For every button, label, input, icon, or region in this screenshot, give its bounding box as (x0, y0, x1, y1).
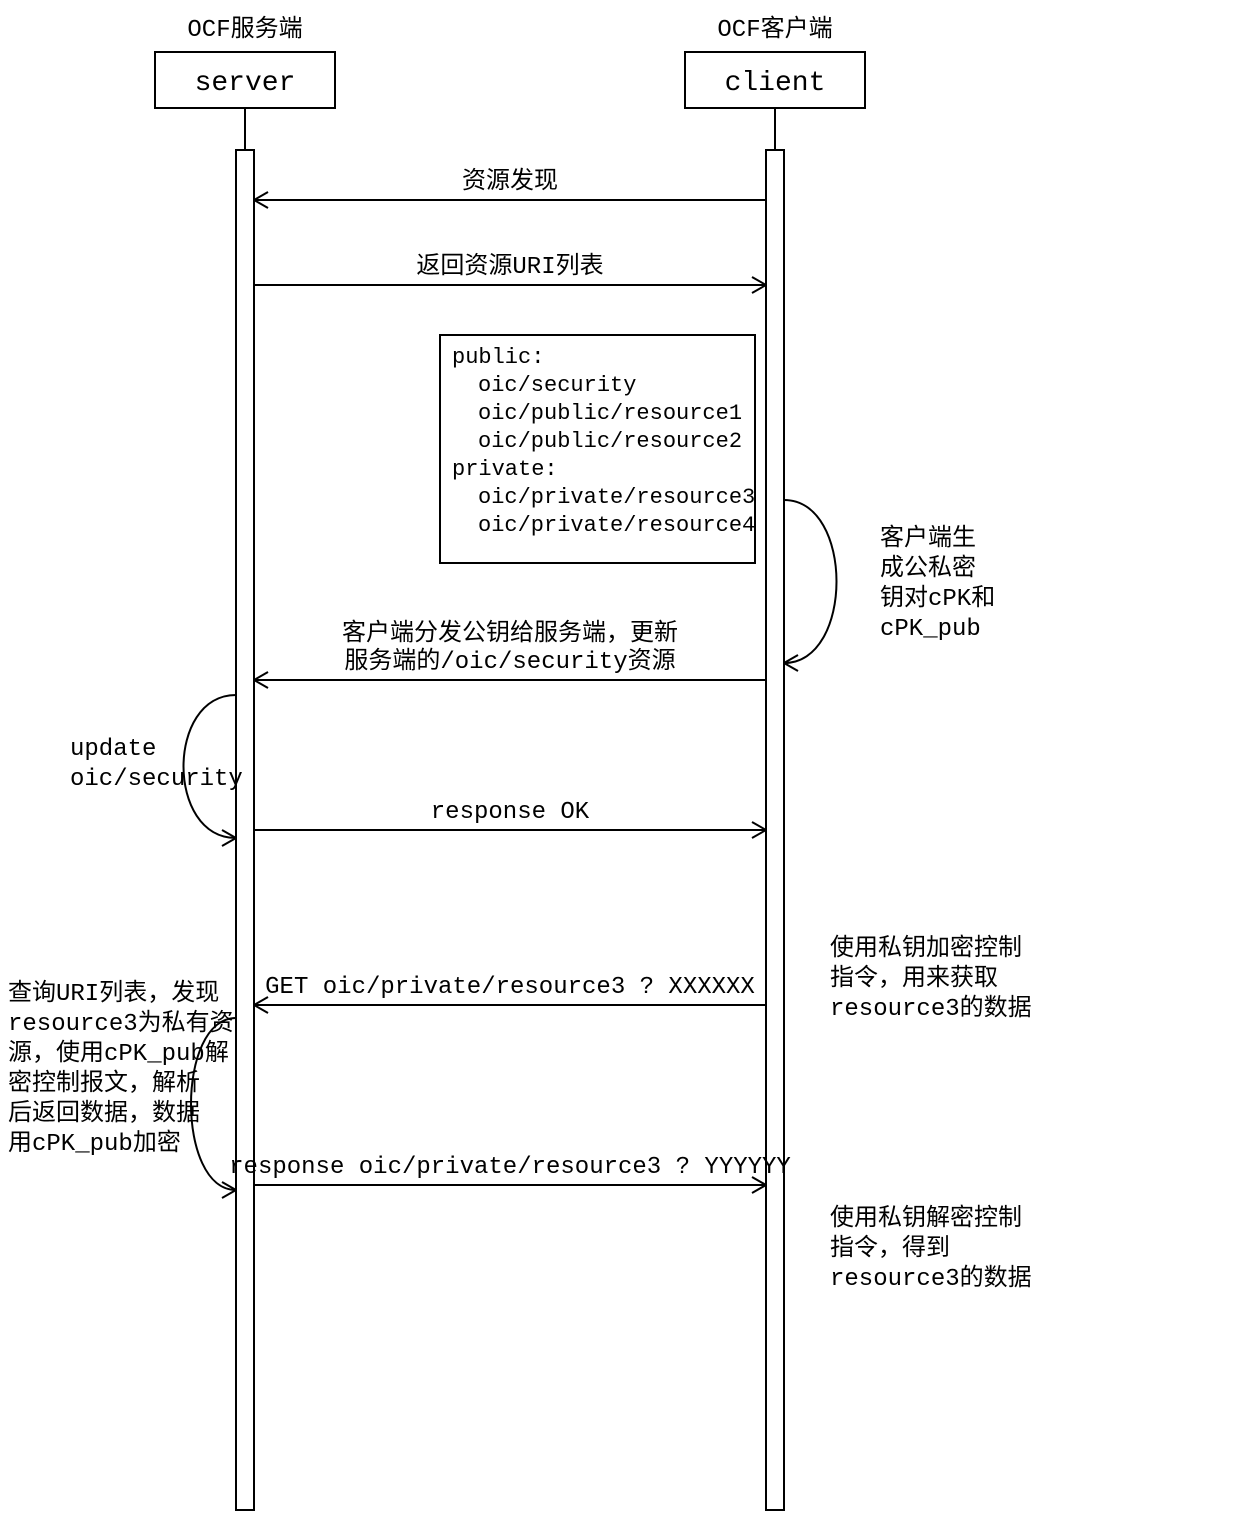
message-label-m3-0: 客户端分发公钥给服务端，更新 (342, 619, 678, 648)
participant-box-label-client: client (725, 68, 826, 99)
self-loop-sl_client_keys (784, 500, 837, 663)
right-note-rn2-1: 指令，得到 (830, 1234, 950, 1263)
uri-list-line-0: public: (452, 345, 544, 370)
self-loop-label-sl_server_query-5: 用cPK_pub加密 (8, 1129, 181, 1158)
uri-list-line-2: oic/public/resource1 (478, 401, 742, 426)
right-note-rn2-2: resource3的数据 (830, 1264, 1032, 1293)
self-loop-label-sl_server_query-4: 后返回数据，数据 (8, 1099, 200, 1128)
message-label-m4: response OK (431, 799, 590, 826)
self-loop-label-sl_client_keys-2: 钥对cPK和 (880, 584, 995, 613)
right-note-rn1-1: 指令，用来获取 (830, 964, 998, 993)
self-loop-label-sl_client_keys-3: cPK_pub (880, 616, 981, 643)
self-loop-label-sl_server_query-3: 密控制报文，解析 (8, 1069, 200, 1098)
message-label-m3-1: 服务端的/oic/security资源 (344, 647, 675, 676)
message-label-m1: 资源发现 (462, 167, 558, 196)
message-label-m2: 返回资源URI列表 (416, 252, 603, 281)
sequence-diagram: OCF服务端 server OCF客户端 client 资源发现返回资源URI列表客户端… (0, 0, 1240, 1521)
self-loop-label-sl_server_query-1: resource3为私有资 (8, 1009, 234, 1038)
message-label-m6: response oic/private/resource3 ? YYYYYY (229, 1154, 791, 1181)
uri-list-line-6: oic/private/resource4 (478, 513, 755, 538)
activation-client (766, 150, 784, 1510)
participant-title-server: OCF服务端 (187, 15, 302, 44)
self-loop-label-sl_server_update-1: oic/security (70, 766, 243, 793)
message-label-m5: GET oic/private/resource3 ? XXXXXX (265, 974, 755, 1001)
right-note-rn1-0: 使用私钥加密控制 (830, 934, 1022, 963)
self-loop-label-sl_client_keys-0: 客户端生 (880, 524, 976, 553)
uri-list-line-5: oic/private/resource3 (478, 485, 755, 510)
self-loop-label-sl_client_keys-1: 成公私密 (880, 554, 976, 583)
participant-box-label-server: server (195, 68, 296, 99)
participant-title-client: OCF客户端 (717, 15, 832, 44)
self-loop-label-sl_server_query-2: 源，使用cPK_pub解 (8, 1039, 229, 1068)
activation-server (236, 150, 254, 1510)
self-loop-label-sl_server_query-0: 查询URI列表，发现 (8, 979, 219, 1008)
uri-list-line-4: private: (452, 457, 558, 482)
uri-list-line-3: oic/public/resource2 (478, 429, 742, 454)
right-note-rn1-2: resource3的数据 (830, 994, 1032, 1023)
uri-list-line-1: oic/security (478, 373, 636, 398)
right-note-rn2-0: 使用私钥解密控制 (830, 1204, 1022, 1233)
self-loop-label-sl_server_update-0: update (70, 736, 156, 763)
